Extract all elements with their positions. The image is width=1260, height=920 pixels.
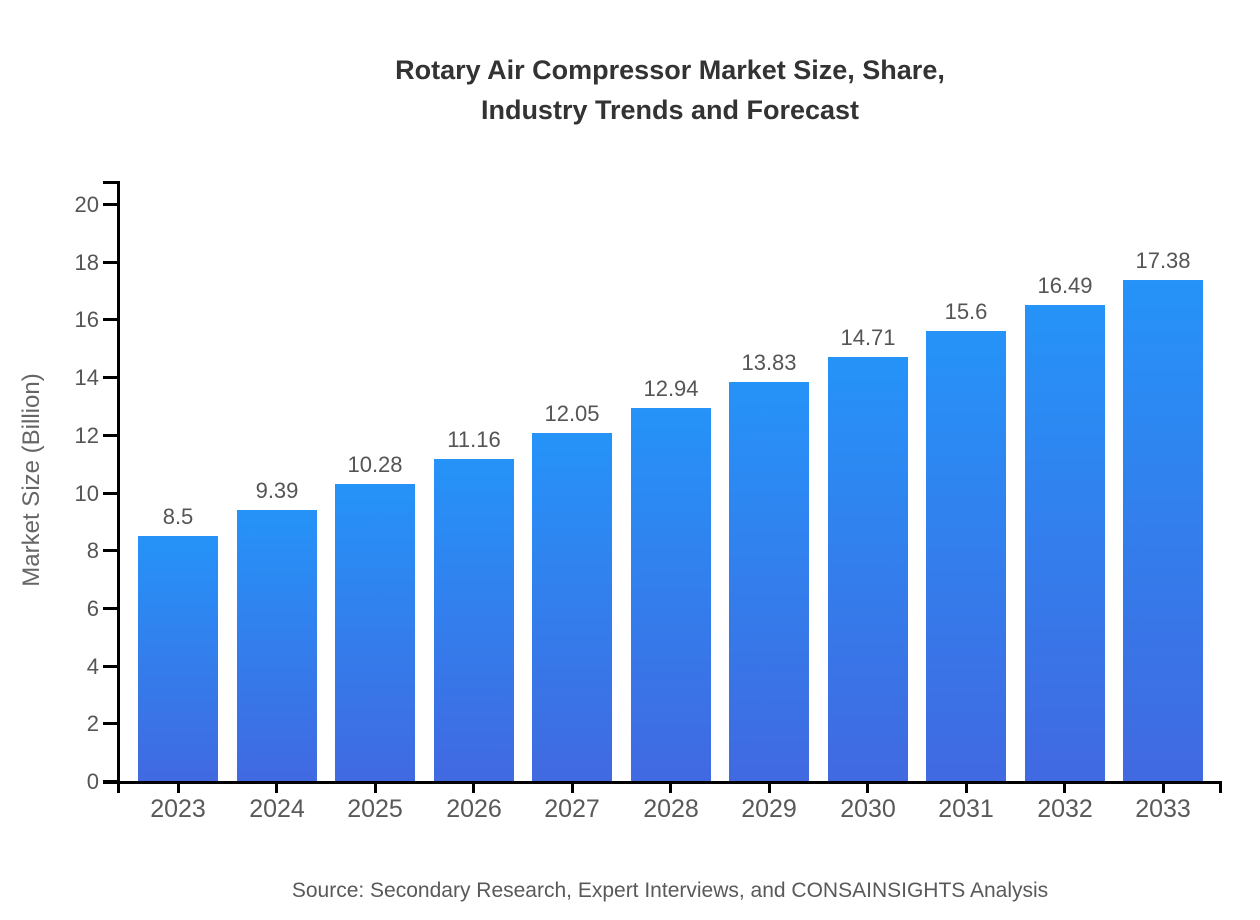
chart-title-line-2: Industry Trends and Forecast [480, 95, 860, 125]
bar [631, 408, 711, 781]
x-tick-label: 2031 [938, 795, 994, 823]
y-axis-end-cap [103, 181, 117, 184]
bar [335, 484, 415, 781]
y-tick [103, 780, 117, 783]
bar-value-label: 11.16 [447, 427, 501, 452]
y-tick-label: 20 [74, 192, 99, 217]
y-tick [103, 607, 117, 610]
x-axis [103, 781, 1222, 784]
y-tick [103, 261, 117, 264]
x-tick [1063, 784, 1066, 793]
y-tick-label: 12 [74, 423, 99, 448]
bar-value-label: 10.28 [347, 452, 403, 477]
chart-title: Rotary Air Compressor Market Size, Share… [118, 50, 1222, 130]
y-tick-label: 2 [86, 711, 99, 736]
x-tick [275, 784, 278, 793]
bar [434, 459, 514, 781]
source-note: Source: Secondary Research, Expert Inter… [291, 879, 1049, 902]
x-tick [1162, 784, 1165, 793]
bar [729, 382, 809, 781]
x-tick [374, 784, 377, 793]
x-tick [669, 784, 672, 793]
x-tick [768, 784, 771, 793]
x-tick-label: 2024 [249, 795, 305, 823]
bar-value-label: 16.49 [1037, 273, 1093, 298]
y-tick-label: 18 [74, 250, 99, 275]
y-tick [103, 722, 117, 725]
x-tick-label: 2026 [446, 795, 502, 823]
y-tick-label: 0 [86, 769, 99, 794]
y-tick [103, 376, 117, 379]
bar-value-label: 13.83 [741, 350, 797, 375]
bar-value-label: 14.71 [840, 325, 896, 350]
y-tick-label: 16 [74, 307, 99, 332]
y-tick [103, 492, 117, 495]
chart-title-line-1: Rotary Air Compressor Market Size, Share… [395, 55, 945, 85]
bar-value-label: 9.39 [255, 478, 299, 503]
bar [828, 357, 908, 781]
x-tick-label: 2033 [1135, 795, 1191, 823]
bar [532, 433, 612, 781]
bar-value-label: 17.38 [1135, 248, 1191, 273]
x-tick [472, 784, 475, 793]
x-tick [866, 784, 869, 793]
x-tick-label: 2029 [741, 795, 797, 823]
bar [1025, 305, 1105, 781]
x-tick-label: 2032 [1037, 795, 1093, 823]
bar-value-label: 12.05 [544, 401, 600, 426]
bar-value-label: 8.5 [162, 504, 194, 529]
bar-value-label: 15.6 [944, 299, 988, 324]
y-tick-label: 4 [86, 654, 99, 679]
x-tick [571, 784, 574, 793]
y-tick [103, 665, 117, 668]
y-tick-label: 10 [74, 481, 99, 506]
y-tick [103, 318, 117, 321]
y-axis [117, 181, 120, 793]
x-tick-label: 2027 [544, 795, 600, 823]
y-tick-label: 8 [86, 538, 99, 563]
bar [926, 331, 1006, 781]
bar-value-label: 12.94 [643, 376, 699, 401]
y-tick [103, 203, 117, 206]
bar [237, 510, 317, 781]
x-tick-label: 2025 [347, 795, 403, 823]
y-tick [103, 434, 117, 437]
x-tick [965, 784, 968, 793]
bar [138, 536, 218, 781]
y-tick-label: 14 [74, 365, 99, 390]
x-tick-label: 2023 [150, 795, 206, 823]
y-tick [103, 549, 117, 552]
x-tick-label: 2028 [643, 795, 699, 823]
y-tick-label: 6 [86, 596, 99, 621]
x-tick-label: 2030 [840, 795, 896, 823]
bar [1123, 280, 1203, 781]
x-tick [177, 784, 180, 793]
x-axis-end-cap [1219, 781, 1222, 793]
